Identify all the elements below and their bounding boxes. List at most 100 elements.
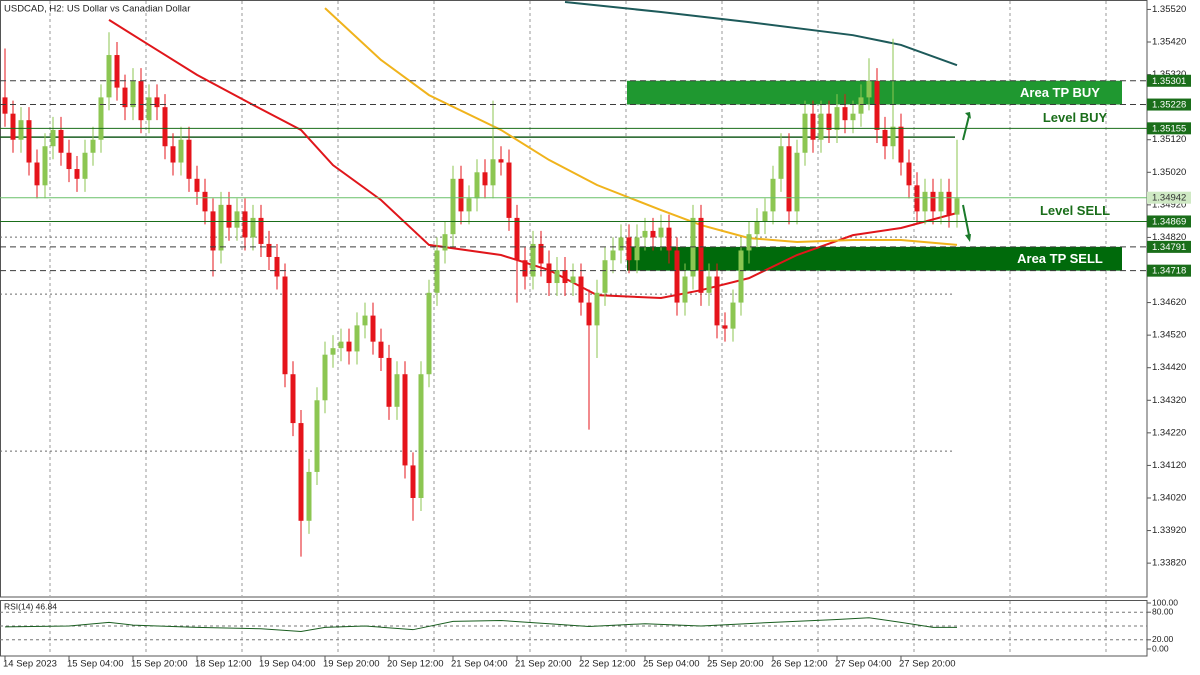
candle-body xyxy=(394,374,400,407)
candle-body xyxy=(898,126,904,163)
x-tick-label: 26 Sep 12:00 xyxy=(771,659,828,670)
x-tick-label: 27 Sep 20:00 xyxy=(899,659,956,670)
candle-body xyxy=(554,270,560,284)
candle-body xyxy=(338,341,344,349)
candle-body xyxy=(274,256,280,277)
candle-body xyxy=(26,120,32,163)
moving-average xyxy=(564,0,958,67)
x-tick-label: 22 Sep 12:00 xyxy=(579,659,636,670)
y-tick-label: 1.34920 xyxy=(1152,199,1186,210)
area-band xyxy=(627,246,1122,271)
level-box xyxy=(1147,191,1191,204)
candle-body xyxy=(866,81,872,98)
candle-body xyxy=(154,97,160,108)
candle-body xyxy=(138,81,144,121)
x-tick-label: 15 Sep 20:00 xyxy=(131,659,188,670)
y-tick-label: 1.34220 xyxy=(1152,427,1186,438)
level-box xyxy=(1147,264,1191,277)
candle-body xyxy=(594,292,600,326)
candle-body xyxy=(938,191,944,212)
rsi-tick-label: 20.00 xyxy=(1152,634,1174,644)
candle-body xyxy=(442,234,448,251)
candle-body xyxy=(314,400,320,472)
candle-body xyxy=(418,374,424,498)
level-value: 1.34942 xyxy=(1152,193,1186,204)
candle-body xyxy=(194,178,200,192)
candle-body xyxy=(10,113,16,140)
candle-body xyxy=(794,152,800,212)
candle-body xyxy=(642,230,648,238)
moving-average xyxy=(324,7,958,246)
candle-body xyxy=(98,97,104,140)
level-value: 1.35301 xyxy=(1152,76,1186,87)
candle-body xyxy=(186,139,192,179)
candle-body xyxy=(538,243,544,264)
candle-body xyxy=(234,211,240,228)
candle-body xyxy=(466,198,472,212)
candle-body xyxy=(714,276,720,326)
candle-body xyxy=(890,126,896,147)
candle-body xyxy=(474,172,480,199)
candle-body xyxy=(738,250,744,303)
rsi-tick-label: 80.00 xyxy=(1152,606,1174,616)
candle-body xyxy=(50,129,56,147)
y-tick-label: 1.34020 xyxy=(1152,493,1186,504)
x-tick-label: 15 Sep 04:00 xyxy=(67,659,124,670)
x-tick-label: 14 Sep 2023 xyxy=(3,659,57,670)
candle-body xyxy=(618,237,624,251)
candle-body xyxy=(818,113,824,140)
level-box xyxy=(1147,74,1191,87)
candle-body xyxy=(130,81,136,108)
candle-body xyxy=(754,221,760,235)
x-tick-label: 27 Sep 04:00 xyxy=(835,659,892,670)
x-tick-label: 21 Sep 04:00 xyxy=(451,659,508,670)
level-value: 1.35228 xyxy=(1152,100,1186,111)
candle-body xyxy=(874,81,880,130)
candle-body xyxy=(954,198,960,215)
candle-body xyxy=(114,55,120,88)
candle-body xyxy=(290,374,296,424)
level-box xyxy=(1147,240,1191,253)
candle-body xyxy=(906,162,912,186)
candle-body xyxy=(834,107,840,130)
candle-body xyxy=(122,87,128,108)
y-tick-label: 1.35020 xyxy=(1152,167,1186,178)
candle-body xyxy=(410,465,416,498)
y-tick-label: 1.34420 xyxy=(1152,362,1186,373)
candle-body xyxy=(170,146,176,163)
level-box xyxy=(1147,215,1191,228)
candle-body xyxy=(650,230,656,238)
candle-body xyxy=(826,113,832,130)
candle-body xyxy=(666,227,672,251)
candle-body xyxy=(266,243,272,257)
candle-body xyxy=(698,217,704,293)
candle-body xyxy=(426,292,432,375)
rsi-tick-label: 0.00 xyxy=(1152,643,1169,653)
y-tick-label: 1.34820 xyxy=(1152,232,1186,243)
candle-body xyxy=(34,162,40,186)
candle-body xyxy=(218,204,224,251)
level-value: 1.34869 xyxy=(1152,216,1186,227)
rsi-panel xyxy=(0,600,1148,657)
candle-body xyxy=(634,237,640,261)
candle-body xyxy=(90,139,96,153)
y-tick-label: 1.34620 xyxy=(1152,297,1186,308)
candle-body xyxy=(842,107,848,121)
candle-body xyxy=(658,227,664,238)
candle-body xyxy=(74,169,80,179)
candle-body xyxy=(162,107,168,147)
level-box xyxy=(1147,122,1191,135)
candle-body xyxy=(106,55,112,98)
candle-body xyxy=(378,341,384,358)
candle-body xyxy=(354,325,360,352)
candle-body xyxy=(498,159,504,163)
rsi-tick-label: 100.00 xyxy=(1152,597,1178,607)
candle-body xyxy=(746,234,752,251)
candle-body xyxy=(610,250,616,261)
level-value: 1.35155 xyxy=(1152,123,1186,134)
candle-body xyxy=(602,260,608,293)
y-tick-label: 1.35420 xyxy=(1152,37,1186,48)
arrow-down xyxy=(962,204,970,236)
